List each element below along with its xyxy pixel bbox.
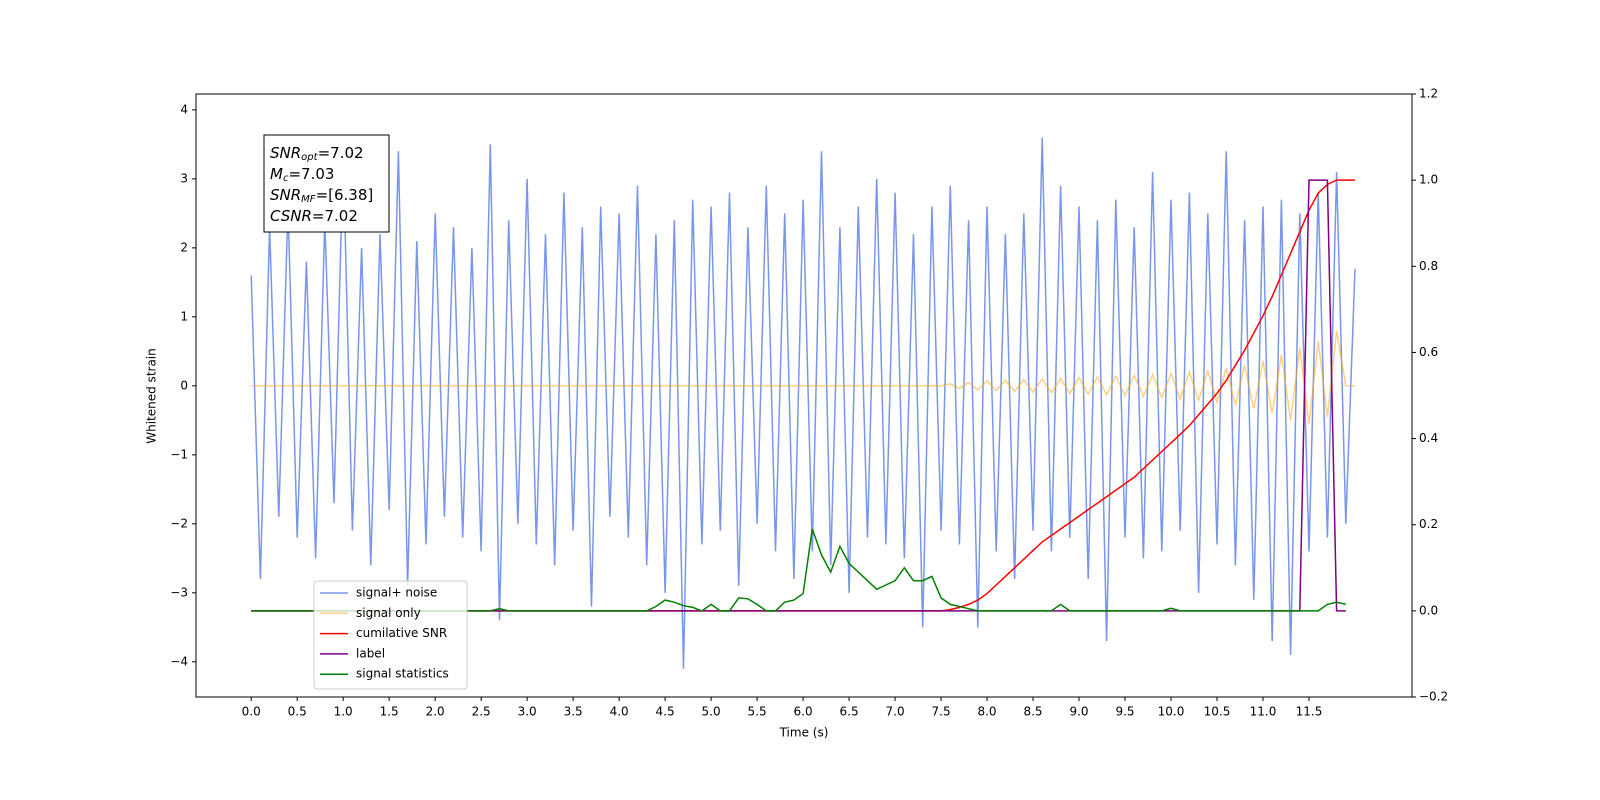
x-tick-label: 6.5 [840,705,859,719]
y2-tick-label: 0.4 [1419,431,1438,445]
y2-tick-label: 0.0 [1419,603,1438,617]
y-tick-label: 4 [180,102,188,116]
x-tick-label: 2.5 [472,705,491,719]
x-tick-label: 7.0 [886,705,905,719]
annotation-value: =7.03 [288,165,334,183]
legend: signal+ noise signal only cumilative SNR la… [313,580,468,690]
x-tick-label: 9.0 [1069,705,1088,719]
legend-label: signal+ noise [356,586,437,600]
annotation-sub: c [283,173,289,184]
legend-box [313,580,468,690]
y-tick-label: −2 [170,516,188,530]
annotation-sub: opt [301,152,318,163]
legend-label: signal only [356,606,421,620]
x-tick-label: 6.0 [794,705,813,719]
x-axis-label: Time (s) [779,726,829,740]
annotation-line: SNRopt=7.02 [270,144,364,164]
x-tick-label: 11.0 [1250,705,1277,719]
annotation-value: =[6.38] [316,186,374,204]
y-tick-label: −3 [170,585,188,599]
series-line [250,137,1356,669]
annotation-name: SNR [270,144,301,162]
y-tick-label: −4 [170,654,188,668]
x-tick-label: 0.0 [242,705,261,719]
x-tick-label: 7.5 [932,705,951,719]
annotation-line: CSNR=7.02 [270,207,358,225]
y2-tick-label: 0.2 [1419,517,1438,531]
y-tick-label: 0 [180,378,188,392]
x-tick-label: 11.5 [1296,705,1323,719]
annotation-name: CSNR [270,207,312,225]
annotation-value: =7.02 [318,144,364,162]
y-tick-label: −1 [170,447,188,461]
y-tick-label: 1 [180,309,188,323]
annotation-sub: MF [301,194,316,205]
y-tick-label: 2 [180,240,188,254]
x-tick-label: 1.5 [380,705,399,719]
x-tick-label: 3.0 [518,705,537,719]
legend-label: label [356,646,385,660]
y-tick-label: 3 [180,171,188,185]
x-tick-label: 10.5 [1204,705,1231,719]
legend-label: signal statistics [356,667,449,681]
annotation-name: M [270,165,283,183]
x-tick-label: 3.5 [564,705,583,719]
x-tick-label: 0.5 [288,705,307,719]
y2-tick-label: 0.8 [1419,259,1438,273]
annotation-line: SNRMF=[6.38] [270,186,373,206]
x-tick-label: 8.0 [977,705,996,719]
x-tick-label: 5.5 [748,705,767,719]
x-tick-label: 5.0 [702,705,721,719]
x-tick-label: 9.5 [1115,705,1134,719]
x-tick-label: 2.0 [426,705,445,719]
annotation-name: SNR [270,186,301,204]
annotation-line: Mc=7.03 [270,165,334,185]
x-tick-label: 4.5 [656,705,675,719]
y-axis-label: Whitened strain [145,348,159,444]
annotation-box [263,134,390,233]
plot-frame [195,93,1413,698]
y2-tick-label: 0.6 [1419,345,1438,359]
series-line [251,330,1355,424]
x-tick-label: 8.5 [1023,705,1042,719]
x-tick-label: 1.0 [334,705,353,719]
x-tick-label: 10.0 [1158,705,1185,719]
legend-label: cumilative SNR [356,626,447,640]
y2-tick-label: 1.0 [1419,173,1438,187]
y2-tick-label: 1.2 [1419,87,1438,101]
x-tick-label: 4.0 [610,705,629,719]
y2-tick-label: −0.2 [1419,690,1448,704]
annotation-value: =7.02 [312,207,358,225]
